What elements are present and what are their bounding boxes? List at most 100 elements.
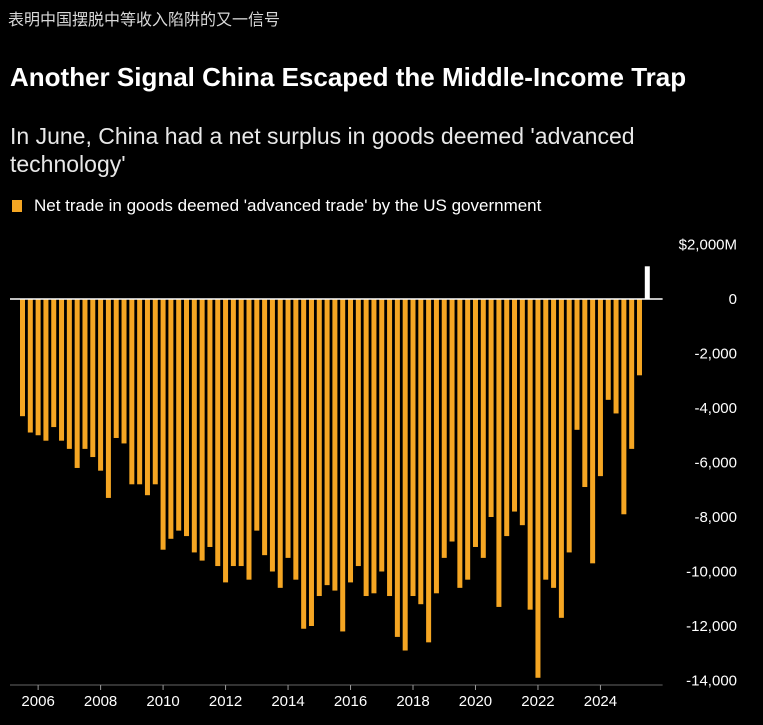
bar	[527, 299, 533, 610]
x-tick-label: 2020	[459, 693, 492, 710]
bar	[535, 299, 541, 678]
bar	[137, 299, 143, 485]
bar	[230, 299, 236, 567]
bar	[66, 299, 72, 449]
bar	[308, 299, 314, 626]
bar	[121, 299, 127, 444]
bar	[355, 299, 361, 567]
x-tick-label: 2022	[521, 693, 554, 710]
bar	[457, 299, 463, 588]
bar	[488, 299, 494, 517]
bar	[340, 299, 346, 632]
bar	[558, 299, 564, 618]
bar	[605, 299, 611, 400]
bar	[574, 299, 580, 430]
bar	[168, 299, 174, 539]
bar	[512, 299, 518, 512]
bar	[152, 299, 158, 485]
bar	[90, 299, 96, 458]
bar	[199, 299, 205, 561]
bar	[160, 299, 166, 550]
chart-legend: Net trade in goods deemed 'advanced trad…	[12, 196, 541, 216]
bar	[35, 299, 41, 436]
bar	[51, 299, 57, 428]
bar	[543, 299, 549, 580]
bar	[426, 299, 432, 643]
bar	[387, 299, 393, 597]
bar	[207, 299, 213, 547]
bar	[144, 299, 150, 496]
y-tick-label: -14,000	[686, 673, 737, 690]
bar	[324, 299, 330, 586]
bar	[590, 299, 596, 564]
y-tick-label: -6,000	[694, 455, 737, 472]
bar	[215, 299, 221, 567]
bar	[59, 299, 65, 441]
bar	[379, 299, 385, 572]
bar	[480, 299, 486, 558]
bar	[277, 299, 283, 588]
bar	[74, 299, 80, 468]
bar	[621, 299, 627, 515]
legend-swatch-icon	[12, 200, 22, 212]
bar	[363, 299, 369, 597]
bar	[332, 299, 338, 591]
bar	[20, 299, 25, 417]
bar	[597, 299, 603, 477]
image-caption: 表明中国摆脱中等收入陷阱的又一信号	[8, 10, 281, 29]
bar	[246, 299, 252, 580]
bar	[551, 299, 557, 588]
bar	[418, 299, 424, 605]
bar	[238, 299, 244, 567]
bar	[449, 299, 455, 542]
bar	[27, 299, 33, 433]
bar	[43, 299, 49, 441]
y-tick-label: -2,000	[694, 346, 737, 363]
bar	[629, 299, 635, 449]
legend-label: Net trade in goods deemed 'advanced trad…	[34, 196, 542, 215]
bar	[433, 299, 439, 594]
bar	[504, 299, 510, 537]
bar	[269, 299, 275, 572]
bar	[496, 299, 502, 607]
bar	[113, 299, 119, 438]
bar	[441, 299, 447, 558]
y-tick-label: -10,000	[686, 564, 737, 581]
bar	[402, 299, 408, 651]
bar	[129, 299, 135, 485]
bar	[223, 299, 229, 583]
bar	[176, 299, 182, 531]
bar	[316, 299, 322, 597]
bar	[98, 299, 104, 471]
y-tick-label: -12,000	[686, 618, 737, 635]
x-tick-label: 2012	[209, 693, 242, 710]
bar	[348, 299, 354, 583]
bar	[285, 299, 291, 558]
bar	[254, 299, 260, 531]
bar	[582, 299, 588, 488]
y-tick-label: 0	[729, 291, 737, 308]
bar	[371, 299, 377, 594]
bar	[472, 299, 478, 547]
bar	[301, 299, 307, 629]
bar	[293, 299, 299, 580]
bar	[566, 299, 572, 553]
bar	[465, 299, 471, 580]
bar	[394, 299, 400, 637]
y-tick-label: $2,000M	[679, 237, 737, 254]
x-tick-label: 2024	[584, 693, 617, 710]
bar	[636, 299, 642, 376]
bar	[82, 299, 88, 449]
x-tick-label: 2006	[21, 693, 54, 710]
chart-subtitle: In June, China had a net surplus in good…	[10, 123, 635, 177]
bar	[105, 299, 111, 498]
bar	[519, 299, 525, 526]
bar	[262, 299, 268, 556]
x-tick-label: 2010	[146, 693, 179, 710]
chart-title: Another Signal China Escaped the Middle-…	[10, 62, 687, 92]
x-tick-label: 2018	[396, 693, 429, 710]
y-tick-label: -8,000	[694, 509, 737, 526]
bar	[644, 266, 650, 299]
x-tick-label: 2008	[84, 693, 117, 710]
